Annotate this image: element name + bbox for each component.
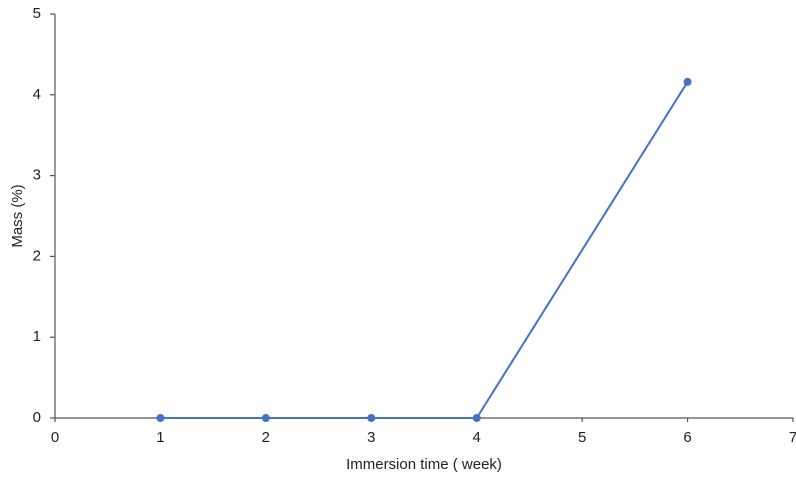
y-tick-label: 5 xyxy=(33,5,41,22)
data-point xyxy=(367,414,376,422)
x-tick-label: 0 xyxy=(51,429,59,446)
y-tick-label: 0 xyxy=(33,409,41,426)
y-tick-label: 4 xyxy=(33,86,41,103)
y-tick-label: 1 xyxy=(33,328,41,345)
x-axis-label: Immersion time ( week) xyxy=(346,456,502,473)
x-tick-label: 1 xyxy=(156,429,164,446)
data-point xyxy=(156,414,165,422)
x-tick-label: 6 xyxy=(683,429,691,446)
series-line xyxy=(160,81,689,419)
y-tick-label: 3 xyxy=(33,167,41,184)
x-tick-label: 5 xyxy=(578,429,586,446)
x-tick-label: 7 xyxy=(789,429,796,446)
y-axis-label: Mass (%) xyxy=(9,184,26,247)
data-point xyxy=(261,414,270,422)
x-tick-label: 3 xyxy=(367,429,375,446)
x-tick-label: 2 xyxy=(262,429,270,446)
data-point xyxy=(683,77,692,86)
x-tick-label: 4 xyxy=(473,429,481,446)
y-tick-label: 2 xyxy=(33,247,41,264)
data-point xyxy=(472,414,481,422)
